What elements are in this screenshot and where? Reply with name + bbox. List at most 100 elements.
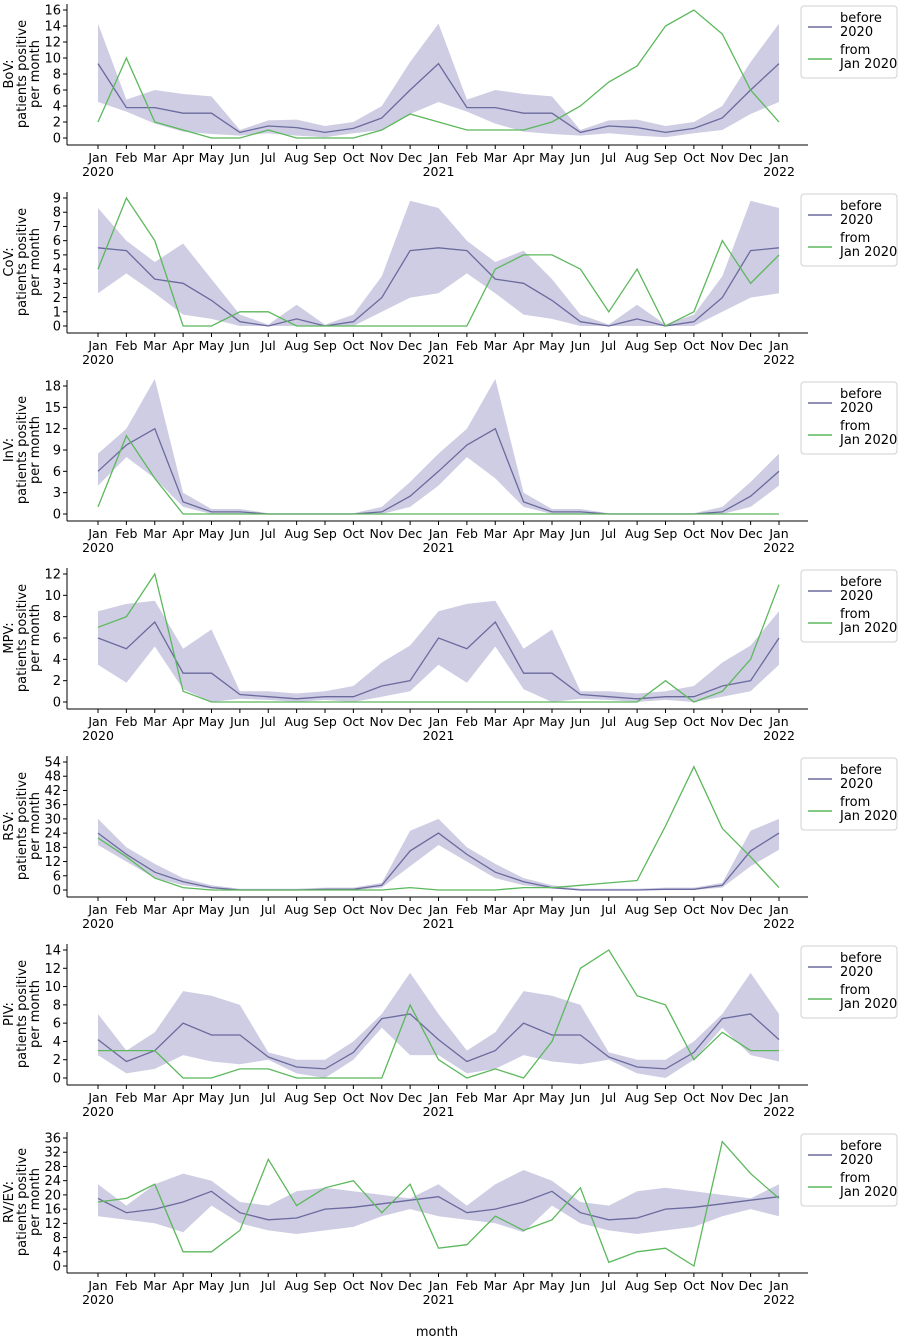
x-tick-year-label: 2021 [423,540,455,555]
x-tick-label: Jun [570,526,591,541]
x-tick-label: Nov [370,902,395,917]
x-tick-label: Jul [260,150,276,165]
x-tick-label: Mar [483,1090,507,1105]
x-tick-label: Jul [260,338,276,353]
x-tick-label: Jul [600,338,616,353]
x-tick-label: Mar [143,902,167,917]
x-tick-label: Mar [143,526,167,541]
x-tick-label: Apr [172,714,194,729]
x-tick-label: Apr [513,526,535,541]
x-tick-year-label: 2020 [82,1292,114,1307]
x-tick-label: Sep [654,1090,678,1105]
x-tick-label: Sep [313,150,337,165]
y-tick-label: 6 [53,632,61,647]
x-tick-label: Dec [398,1090,422,1105]
x-tick-year-label: 2021 [423,1292,455,1307]
legend-frame [800,569,898,643]
x-tick-label: Oct [343,150,365,165]
legend-label-before-2020: before [840,11,882,26]
legend-label-from-jan-2020: from [840,43,870,58]
y-tick-label: 6 [53,234,61,249]
y-tick-label: 15 [44,401,61,416]
x-tick-label: Jul [260,902,276,917]
y-tick-label: 36 [44,798,61,813]
legend-label-before-2020: 2020 [840,777,873,792]
x-tick-label: Jun [229,526,250,541]
x-tick-label: May [199,338,225,353]
x-tick-label: Jul [600,526,616,541]
y-tick-label: 2 [53,291,61,306]
x-tick-label: Aug [284,338,308,353]
x-tick-label: Jan [87,902,107,917]
x-tick-label: Jan [768,1278,788,1293]
x-tick-label: Aug [625,1090,649,1105]
x-tick-label: Aug [625,338,649,353]
x-tick-label: Apr [172,1090,194,1105]
y-tick-label: 0 [53,132,61,147]
legend-label-before-2020: before [840,1139,882,1154]
y-axis-label: CoV: [2,247,17,276]
x-tick-label: Mar [143,338,167,353]
x-tick-label: Jun [570,1278,591,1293]
x-tick-label: Aug [284,1090,308,1105]
x-tick-label: Jan [87,714,107,729]
y-tick-label: 2 [53,674,61,689]
x-tick-label: Jan [768,150,788,165]
y-tick-label: 10 [44,589,61,604]
series-line-from-jan-2020 [97,572,780,703]
x-tick-label: Jun [570,902,591,917]
y-tick-label: 3 [53,486,61,501]
y-axis-label: patients positive [15,772,30,880]
y-tick-label: 6 [53,1017,61,1032]
y-tick-label: 16 [44,4,61,19]
y-tick-label: 0 [53,884,61,899]
x-tick-year-label: 2021 [423,164,455,179]
x-tick-label: Jul [260,1278,276,1293]
x-tick-label: May [539,1278,565,1293]
x-tick-label: Aug [284,902,308,917]
y-tick-label: 24 [44,827,61,842]
y-tick-label: 9 [53,192,61,207]
legend-frame [800,193,898,267]
range-band-before-2020 [98,23,779,138]
y-tick-label: 8 [53,206,61,221]
x-tick-year-label: 2022 [763,1104,795,1119]
y-axis-label: per month [28,792,43,860]
x-tick-label: Jan [428,150,448,165]
x-tick-label: Jul [260,526,276,541]
x-tick-label: May [199,526,225,541]
x-tick-label: Oct [683,1278,705,1293]
x-tick-label: Nov [370,714,395,729]
y-axis-label: InV: [2,438,17,462]
x-tick-label: Apr [513,150,535,165]
x-tick-label: May [539,1090,565,1105]
x-tick-year-label: 2021 [423,916,455,931]
legend-label-from-jan-2020: from [840,1171,870,1186]
y-tick-label: 18 [44,841,61,856]
legend-label-before-2020: before [840,575,882,590]
y-tick-label: 4 [53,1035,61,1050]
x-tick-label: Nov [710,1278,735,1293]
x-tick-label: Oct [343,1278,365,1293]
y-tick-label: 42 [44,784,61,799]
series-line-before-2020 [97,832,780,891]
x-tick-label: Aug [284,714,308,729]
legend-label-before-2020: before [840,199,882,214]
legend-frame [800,5,898,79]
x-tick-label: Nov [710,150,735,165]
x-tick-label: Apr [172,902,194,917]
x-tick-label: Nov [710,526,735,541]
x-tick-label: Sep [654,902,678,917]
y-tick-label: 36 [44,1132,61,1147]
x-tick-label: Jul [600,150,616,165]
x-tick-label: Sep [654,526,678,541]
x-tick-label: Dec [739,714,763,729]
y-tick-label: 0 [53,320,61,335]
x-tick-label: Aug [284,1278,308,1293]
x-tick-label: Dec [739,338,763,353]
series-line-before-2020 [97,620,780,700]
